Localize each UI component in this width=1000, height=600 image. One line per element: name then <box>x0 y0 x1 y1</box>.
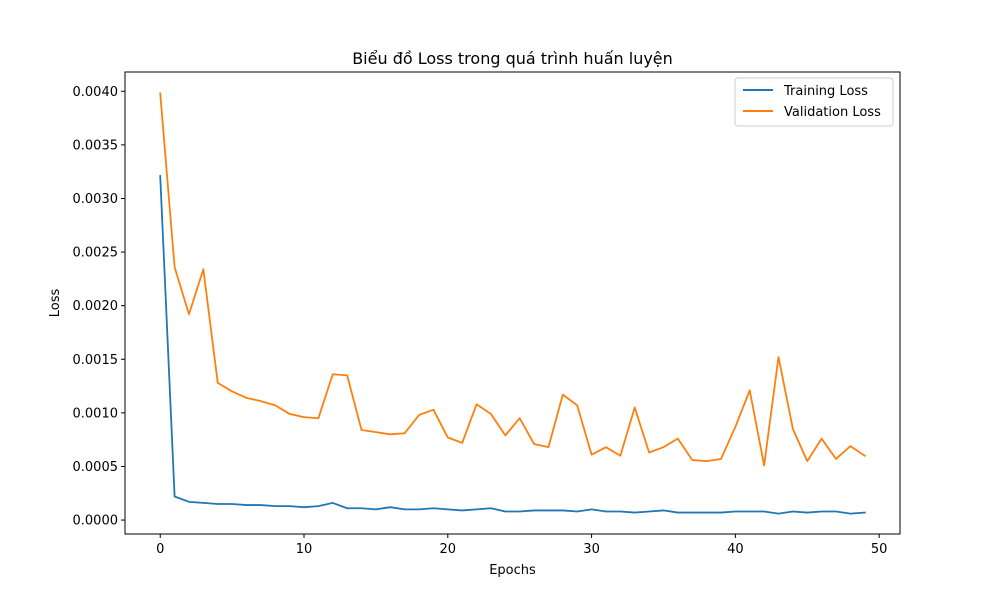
y-tick-label: 0.0040 <box>73 85 119 100</box>
y-tick-label: 0.0035 <box>73 138 119 153</box>
x-axis-label: Epochs <box>489 563 536 578</box>
x-axis: 0 10 20 30 40 50 <box>156 534 887 557</box>
x-tick-label: 40 <box>727 542 744 557</box>
chart-title: Biểu đồ Loss trong quá trình huấn luyện <box>352 49 673 68</box>
y-tick-label: 0.0025 <box>73 246 119 261</box>
x-tick-label: 30 <box>583 542 600 557</box>
y-tick-label: 0.0000 <box>73 514 119 529</box>
y-tick-label: 0.0005 <box>73 460 119 475</box>
y-axis-label: Loss <box>48 289 63 318</box>
plot-area <box>124 71 901 535</box>
training-loss-line <box>159 175 866 515</box>
legend-label-validation: Validation Loss <box>784 105 881 120</box>
x-tick-label: 0 <box>156 542 164 557</box>
y-tick-label: 0.0015 <box>73 353 119 368</box>
series-layer <box>159 92 867 515</box>
x-tick-label: 50 <box>871 542 888 557</box>
x-tick-label: 20 <box>440 542 457 557</box>
x-tick-label: 10 <box>296 542 313 557</box>
y-tick-label: 0.0010 <box>73 406 119 421</box>
validation-loss-line <box>159 92 867 467</box>
plot-frame <box>124 71 901 535</box>
y-tick-label: 0.0020 <box>73 299 119 314</box>
legend-label-training: Training Loss <box>783 84 868 99</box>
y-tick-label: 0.0030 <box>73 192 119 207</box>
legend: Training Loss Validation Loss <box>734 77 894 127</box>
y-axis: 0.0000 0.0005 0.0010 0.0015 0.0020 0.0025 0.00… <box>73 85 125 529</box>
legend-box <box>734 77 894 127</box>
